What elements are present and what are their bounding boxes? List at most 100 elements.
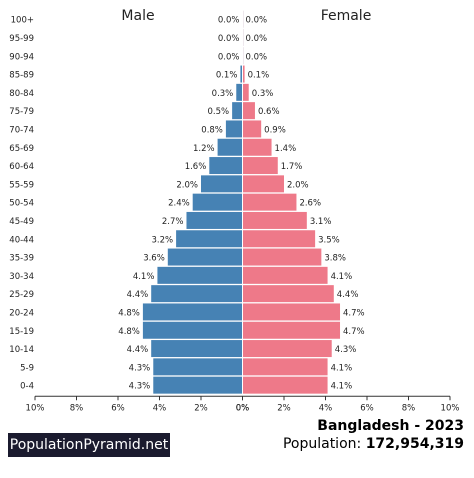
female-value-label: 2.6% bbox=[299, 199, 321, 209]
female-bar-20-24 bbox=[242, 303, 341, 321]
age-label: 25-29 bbox=[9, 290, 34, 300]
female-bar-50-54 bbox=[242, 193, 297, 211]
female-bar-5-9 bbox=[242, 358, 328, 376]
male-value-label: 4.1% bbox=[133, 272, 155, 282]
age-label: 40-44 bbox=[9, 235, 34, 245]
male-value-label: 2.0% bbox=[176, 180, 198, 190]
x-tick-label: 10% bbox=[441, 403, 460, 413]
x-tick-label: 0% bbox=[236, 403, 250, 413]
age-label: 95-99 bbox=[9, 34, 34, 44]
bars-group bbox=[142, 10, 341, 395]
age-label: 0-4 bbox=[20, 382, 34, 392]
female-value-label: 4.7% bbox=[343, 308, 365, 318]
male-value-label: 0.5% bbox=[208, 107, 230, 117]
x-tick-label: 6% bbox=[360, 403, 374, 413]
male-bar-85-89 bbox=[240, 65, 243, 83]
male-bar-0-4 bbox=[153, 376, 243, 394]
male-bar-70-74 bbox=[225, 120, 243, 138]
population-pyramid-chart: 100+ 0.0% 0.0% 95-99 0.0% 0.0% 90-94 0.0% 0.0% 85… bbox=[9, 8, 460, 413]
brand-badge[interactable]: PopulationPyramid.net bbox=[8, 433, 170, 457]
male-value-label: 4.4% bbox=[127, 290, 149, 300]
female-value-label: 0.0% bbox=[246, 34, 268, 44]
age-label: 65-69 bbox=[9, 144, 34, 154]
male-value-label: 0.3% bbox=[212, 89, 234, 99]
population-line: Population: 172,954,319 bbox=[283, 436, 464, 452]
age-label: 15-19 bbox=[9, 327, 34, 337]
female-bar-65-69 bbox=[242, 138, 272, 156]
age-label: 60-64 bbox=[9, 162, 34, 172]
male-bar-35-39 bbox=[167, 248, 243, 266]
male-bar-20-24 bbox=[142, 303, 243, 321]
female-bar-10-14 bbox=[242, 340, 332, 358]
female-bar-75-79 bbox=[242, 102, 255, 120]
male-bar-50-54 bbox=[192, 193, 243, 211]
male-bar-15-19 bbox=[142, 321, 243, 339]
female-bar-55-59 bbox=[242, 175, 284, 193]
age-label: 20-24 bbox=[9, 308, 34, 318]
x-tick-label: 8% bbox=[402, 403, 416, 413]
male-bar-75-79 bbox=[232, 102, 243, 120]
male-bar-40-44 bbox=[176, 230, 243, 248]
population-label: Population: bbox=[282, 436, 362, 452]
female-value-label: 4.7% bbox=[343, 327, 365, 337]
male-value-label: 1.6% bbox=[185, 162, 207, 172]
age-label: 100+ bbox=[11, 16, 34, 26]
male-value-label: 0.1% bbox=[216, 71, 238, 81]
male-bar-80-84 bbox=[236, 83, 243, 101]
female-value-label: 0.3% bbox=[252, 89, 274, 99]
female-value-label: 0.1% bbox=[248, 71, 270, 81]
male-bar-25-29 bbox=[151, 285, 243, 303]
female-bar-35-39 bbox=[242, 248, 322, 266]
female-bar-85-89 bbox=[242, 65, 245, 83]
age-label: 80-84 bbox=[9, 89, 34, 99]
male-value-label: 4.3% bbox=[129, 363, 151, 373]
female-bar-70-74 bbox=[242, 120, 262, 138]
country-year-title: Bangladesh - 2023 bbox=[317, 418, 464, 434]
male-value-label: 0.0% bbox=[218, 34, 240, 44]
male-value-label: 0.8% bbox=[201, 125, 223, 135]
male-value-label: 1.2% bbox=[193, 144, 215, 154]
x-axis: 10% 8% 6% 4% 2% 0%0% 2% 4% 6% 8% 10% bbox=[26, 395, 460, 413]
female-value-label: 4.1% bbox=[331, 382, 353, 392]
age-label: 35-39 bbox=[9, 254, 34, 264]
x-tick-label: 6% bbox=[111, 403, 125, 413]
age-label: 75-79 bbox=[9, 107, 34, 117]
female-bar-80-84 bbox=[242, 83, 249, 101]
x-tick-label: 4% bbox=[153, 403, 167, 413]
female-value-label: 0.0% bbox=[246, 52, 268, 62]
female-value-label: 3.5% bbox=[318, 235, 340, 245]
female-bar-45-49 bbox=[242, 211, 307, 229]
male-value-label: 4.8% bbox=[118, 308, 140, 318]
female-title: Female bbox=[321, 8, 372, 24]
female-bar-0-4 bbox=[242, 376, 328, 394]
x-tick-label: 4% bbox=[319, 403, 333, 413]
x-tick-label: 8% bbox=[70, 403, 84, 413]
x-tick-label: 2% bbox=[194, 403, 208, 413]
age-label: 50-54 bbox=[9, 199, 34, 209]
male-value-label: 2.7% bbox=[162, 217, 184, 227]
male-value-label: 3.6% bbox=[143, 254, 165, 264]
female-bar-25-29 bbox=[242, 285, 334, 303]
age-label: 30-34 bbox=[9, 272, 34, 282]
male-value-label: 4.3% bbox=[129, 382, 151, 392]
age-label: 55-59 bbox=[9, 180, 34, 190]
labels-group: 100+ 0.0% 0.0% 95-99 0.0% 0.0% 90-94 0.0% 0.0% 85… bbox=[9, 16, 364, 392]
female-bar-30-34 bbox=[242, 266, 328, 284]
male-bar-55-59 bbox=[201, 175, 243, 193]
male-bar-65-69 bbox=[217, 138, 243, 156]
female-value-label: 1.4% bbox=[275, 144, 297, 154]
female-value-label: 4.4% bbox=[337, 290, 359, 300]
x-tick-label: 10% bbox=[26, 403, 45, 413]
age-label: 45-49 bbox=[9, 217, 34, 227]
male-bar-5-9 bbox=[153, 358, 243, 376]
male-bar-10-14 bbox=[151, 340, 243, 358]
female-bar-40-44 bbox=[242, 230, 316, 248]
male-value-label: 3.2% bbox=[151, 235, 173, 245]
male-title: Male bbox=[121, 8, 154, 24]
female-value-label: 3.8% bbox=[324, 254, 346, 264]
male-bar-45-49 bbox=[186, 211, 243, 229]
male-value-label: 2.4% bbox=[168, 199, 190, 209]
female-value-label: 3.1% bbox=[310, 217, 332, 227]
x-tick-label: 2% bbox=[277, 403, 291, 413]
age-label: 90-94 bbox=[9, 52, 34, 62]
